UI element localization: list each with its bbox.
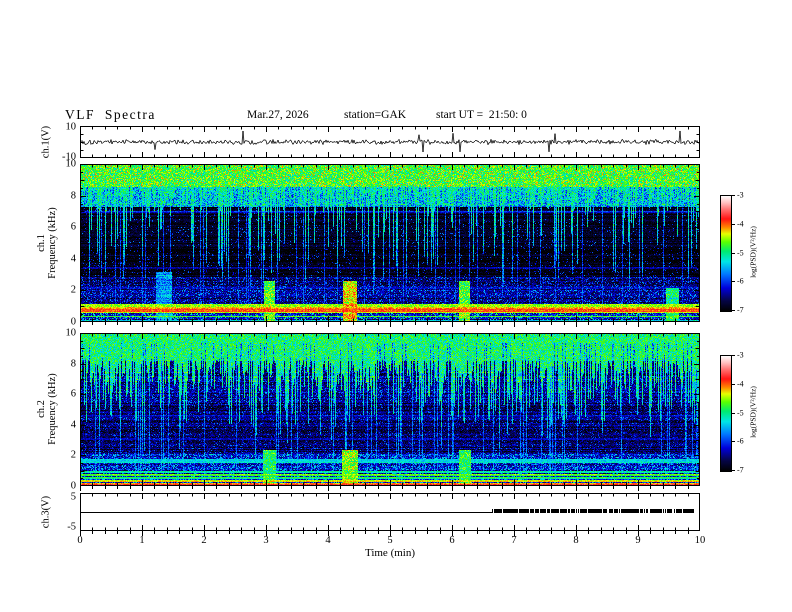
ch2-spec-y-tick-label: 2 <box>70 449 76 461</box>
colorbar-tick-label: -3 <box>737 350 744 360</box>
colorbar-tick-mark <box>731 355 735 356</box>
ch2-spec-y-tick-label: 6 <box>70 388 76 400</box>
colorbar-tick-label: -6 <box>737 436 744 446</box>
colorbar-tick-mark <box>731 470 735 471</box>
ch2-spec-y-tick-label: 10 <box>65 327 77 339</box>
ch1-spec-y-tick-label: 10 <box>65 158 77 170</box>
page-title: VLF Spectra <box>65 107 156 122</box>
colorbar-ch1-label: log(PSD)(V²/Hz) <box>748 226 758 278</box>
x-tick-label: 10 <box>694 535 706 546</box>
ch1-spec-y-tick-label: 2 <box>70 284 76 296</box>
x-tick-label: 8 <box>573 535 579 546</box>
ch1-label-line2: Frequency (kHz) <box>47 207 58 279</box>
ch3-y-tick-label: -5 <box>67 521 76 533</box>
ch3-y-tick-label: 5 <box>70 491 76 503</box>
ch2-label-line1: ch.2 <box>36 400 47 418</box>
ch2-label-line2: Frequency (kHz) <box>47 373 58 445</box>
x-axis-title: Time (min) <box>364 547 416 559</box>
colorbar-tick-label: -5 <box>737 248 744 257</box>
colorbar-tick-label: -5 <box>737 408 744 417</box>
colorbar-tick-label: -3 <box>737 190 744 200</box>
x-tick-label: 3 <box>263 535 269 546</box>
spec2-bottom-axis-ticks <box>80 486 700 492</box>
ch2-spec-axis-label: ch.2 Frequency (kHz) <box>36 373 58 444</box>
colorbar-tick-label: -7 <box>737 465 744 475</box>
ch1-spec-y-tick-label: 4 <box>70 253 76 265</box>
x-tick-label: 2 <box>201 535 207 546</box>
colorbar-tick-mark <box>731 253 735 254</box>
colorbar-tick-mark <box>731 195 735 196</box>
ch2-spectrogram-panel <box>80 333 700 486</box>
x-tick-label: 4 <box>325 535 331 546</box>
colorbar-tick-label: -6 <box>737 276 744 286</box>
ch1-spectrogram-panel <box>80 164 700 322</box>
ch1-waveform-panel <box>80 126 700 158</box>
start-ut-label: start UT = 21:50: 0 <box>436 109 527 121</box>
ch1-wave-y-tick-label: 10 <box>65 121 77 133</box>
station-label: station=GAK <box>344 109 407 121</box>
ch1-wave-y-tick-label: -10 <box>62 151 76 163</box>
ch1-spec-y-tick-label: 0 <box>70 316 76 328</box>
colorbar-tick-mark <box>731 310 735 311</box>
ch2-spec-y-tick-label: 8 <box>70 358 76 370</box>
ch1-spec-y-tick-label: 8 <box>70 190 76 202</box>
colorbar-tick-label: -7 <box>737 305 744 315</box>
x-tick-label: 7 <box>511 535 517 546</box>
ch2-spec-y-tick-label: 4 <box>70 419 76 431</box>
x-tick-label: 0 <box>77 535 83 546</box>
x-tick-label: 1 <box>139 535 145 546</box>
x-tick-label: 6 <box>449 535 455 546</box>
date-label: Mar.27, 2026 <box>247 109 309 121</box>
ch3-panel <box>80 493 700 531</box>
colorbar-tick-mark <box>731 441 735 442</box>
ch1-spec-y-tick-label: 6 <box>70 221 76 233</box>
bottom-axis-ticks <box>80 531 700 537</box>
x-tick-label: 9 <box>635 535 641 546</box>
ch1-label-line1: ch.1 <box>36 234 47 252</box>
colorbar-ch2-label: log(PSD)(V²/Hz) <box>748 386 758 438</box>
colorbar-tick-label: -4 <box>737 219 744 229</box>
colorbar-tick-mark <box>731 384 735 385</box>
x-tick-label: 5 <box>387 535 393 546</box>
ch2-spec-y-tick-label: 0 <box>70 480 76 492</box>
spec1-bottom-axis-ticks <box>80 322 700 328</box>
colorbar-tick-mark <box>731 281 735 282</box>
colorbar-tick-mark <box>731 224 735 225</box>
ch1-spec-axis-label: ch.1 Frequency (kHz) <box>36 207 58 278</box>
colorbar-tick-label: -4 <box>737 379 744 389</box>
colorbar-tick-mark <box>731 413 735 414</box>
